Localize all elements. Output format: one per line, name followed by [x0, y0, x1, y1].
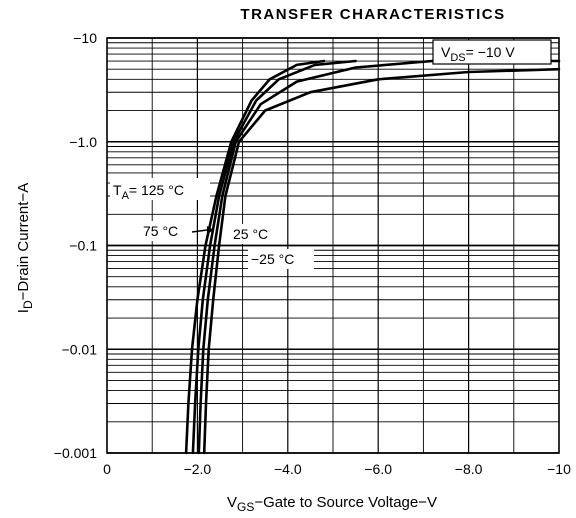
- annotation-background: [110, 178, 210, 200]
- y-tick-label: −0.001: [54, 445, 97, 461]
- grid: [107, 37, 559, 454]
- curve-annotation-label: −25 °C: [251, 251, 294, 267]
- y-axis-label: ID−Drain Current−A: [15, 183, 35, 313]
- y-tick-label: −0.1: [69, 238, 97, 254]
- annotation-leader-line: [191, 229, 208, 233]
- annotation-arrowhead: [207, 226, 214, 234]
- x-tick-label: −2.0: [184, 461, 212, 477]
- condition-box: [432, 39, 552, 65]
- curve-annotation-label: 75 °C: [143, 223, 178, 239]
- x-tick-label: 0: [103, 461, 111, 477]
- plot-frame: [106, 37, 560, 454]
- x-tick-label: −6.0: [364, 461, 392, 477]
- x-tick-label: −10: [547, 461, 571, 477]
- series-line-1: [191, 59, 357, 455]
- y-tick-label: −1.0: [69, 134, 97, 150]
- annotation-background: [248, 249, 314, 269]
- chart-title: TRANSFER CHARACTERISTICS: [240, 6, 505, 23]
- series-line-0: [184, 59, 326, 455]
- curve-annotation-label: 25 °C: [233, 226, 268, 242]
- x-tick-label: −4.0: [274, 461, 302, 477]
- data-series: [184, 59, 561, 455]
- y-tick-label: −10: [73, 30, 97, 46]
- x-axis-label: VGS−Gate to Source Voltage−V: [227, 494, 437, 514]
- x-tick-label: −8.0: [455, 461, 483, 477]
- condition-label: VDS= −10 V: [441, 44, 515, 64]
- annotation-background: [230, 224, 282, 244]
- y-tick-labels: −10 −1.0 −0.1 −0.01 −0.001: [54, 30, 97, 461]
- x-tick-labels: 0 −2.0 −4.0 −6.0 −8.0 −10: [103, 461, 571, 477]
- curve-annotation-label: TA= 125 °C: [113, 182, 184, 202]
- y-tick-label: −0.01: [62, 341, 98, 357]
- series-line-2: [197, 59, 561, 455]
- curve-annotations: VDS= −10 V TA= 125 °C 75 °C 25 °C −25 °C: [110, 39, 552, 269]
- series-line-3: [202, 67, 561, 455]
- annotation-background: [140, 221, 192, 241]
